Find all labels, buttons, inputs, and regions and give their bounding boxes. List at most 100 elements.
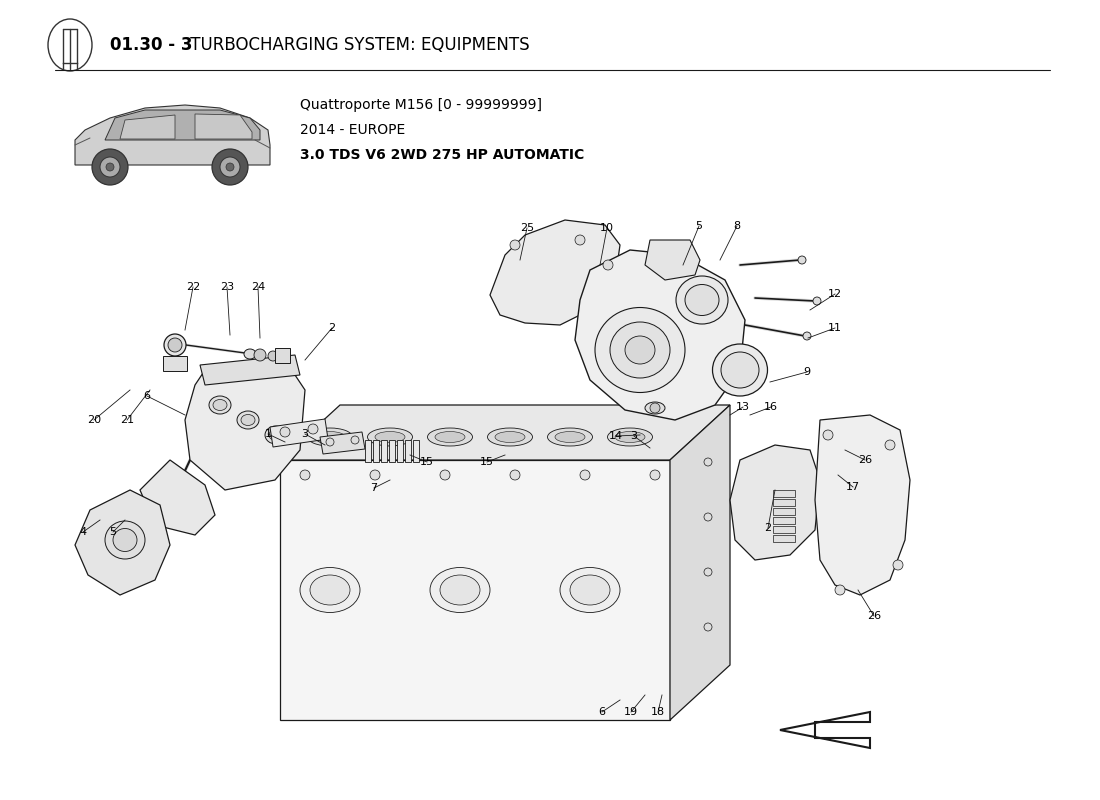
Text: 17: 17: [846, 482, 860, 492]
Ellipse shape: [556, 431, 585, 442]
Polygon shape: [200, 355, 300, 385]
Circle shape: [813, 297, 821, 305]
Ellipse shape: [428, 428, 473, 446]
Circle shape: [603, 260, 613, 270]
Circle shape: [704, 458, 712, 466]
Circle shape: [92, 149, 128, 185]
Polygon shape: [381, 440, 387, 462]
Polygon shape: [773, 508, 795, 515]
Ellipse shape: [560, 567, 620, 613]
Circle shape: [886, 440, 895, 450]
Circle shape: [220, 157, 240, 177]
Text: 1: 1: [264, 429, 272, 439]
Circle shape: [575, 235, 585, 245]
Circle shape: [650, 470, 660, 480]
Polygon shape: [75, 105, 270, 165]
Ellipse shape: [244, 349, 256, 359]
Ellipse shape: [548, 428, 593, 446]
Circle shape: [704, 568, 712, 576]
Ellipse shape: [595, 307, 685, 393]
Polygon shape: [365, 440, 371, 462]
Ellipse shape: [310, 575, 350, 605]
Circle shape: [280, 427, 290, 437]
Circle shape: [226, 163, 234, 171]
Circle shape: [100, 157, 120, 177]
Text: 3: 3: [301, 429, 308, 439]
Text: 2014 - EUROPE: 2014 - EUROPE: [300, 123, 405, 137]
Ellipse shape: [495, 431, 525, 442]
Polygon shape: [195, 114, 252, 139]
Polygon shape: [397, 440, 403, 462]
Polygon shape: [373, 440, 380, 462]
Text: 12: 12: [828, 289, 843, 299]
Ellipse shape: [113, 529, 138, 551]
Text: 15: 15: [420, 457, 434, 467]
Circle shape: [254, 349, 266, 361]
Polygon shape: [140, 460, 214, 535]
Circle shape: [803, 332, 811, 340]
Ellipse shape: [265, 426, 287, 444]
Ellipse shape: [213, 399, 227, 410]
Ellipse shape: [209, 396, 231, 414]
Ellipse shape: [570, 575, 611, 605]
Ellipse shape: [241, 414, 255, 426]
Text: 11: 11: [828, 323, 842, 333]
Text: 15: 15: [480, 457, 494, 467]
Polygon shape: [280, 405, 730, 460]
Text: 8: 8: [734, 221, 740, 231]
Circle shape: [106, 163, 114, 171]
Polygon shape: [389, 440, 395, 462]
Text: 21: 21: [120, 415, 134, 425]
Circle shape: [835, 585, 845, 595]
Ellipse shape: [164, 334, 186, 356]
Text: TURBOCHARGING SYSTEM: EQUIPMENTS: TURBOCHARGING SYSTEM: EQUIPMENTS: [185, 36, 529, 54]
Circle shape: [168, 338, 182, 352]
Text: 6: 6: [598, 707, 605, 717]
Text: 01.30 - 3: 01.30 - 3: [110, 36, 192, 54]
Circle shape: [440, 470, 450, 480]
Polygon shape: [75, 490, 170, 595]
Circle shape: [370, 470, 379, 480]
Polygon shape: [104, 110, 260, 140]
Polygon shape: [773, 499, 795, 506]
Polygon shape: [773, 526, 795, 533]
Ellipse shape: [685, 285, 719, 315]
Circle shape: [351, 436, 359, 444]
Polygon shape: [773, 490, 795, 497]
Text: Quattroporte M156 [0 - 99999999]: Quattroporte M156 [0 - 99999999]: [300, 98, 542, 112]
Text: 6: 6: [143, 391, 151, 401]
Polygon shape: [163, 356, 187, 371]
Ellipse shape: [270, 430, 283, 441]
Ellipse shape: [487, 428, 532, 446]
Circle shape: [580, 470, 590, 480]
Ellipse shape: [430, 567, 490, 613]
Circle shape: [510, 240, 520, 250]
Text: 2: 2: [329, 323, 336, 333]
Ellipse shape: [367, 428, 412, 446]
Text: 2: 2: [764, 523, 771, 533]
Circle shape: [326, 438, 334, 446]
Text: 9: 9: [803, 367, 811, 377]
Text: 13: 13: [736, 402, 750, 412]
Circle shape: [650, 403, 660, 413]
Polygon shape: [773, 535, 795, 542]
Text: 24: 24: [251, 282, 265, 292]
Polygon shape: [280, 460, 670, 720]
Text: 5: 5: [695, 221, 703, 231]
Text: 3: 3: [630, 431, 638, 441]
Polygon shape: [773, 517, 795, 524]
Ellipse shape: [236, 411, 258, 429]
Ellipse shape: [720, 352, 759, 388]
Polygon shape: [320, 432, 365, 454]
Polygon shape: [645, 240, 700, 280]
Polygon shape: [412, 440, 419, 462]
Polygon shape: [815, 415, 910, 595]
Ellipse shape: [607, 428, 652, 446]
Text: 20: 20: [87, 415, 101, 425]
Circle shape: [704, 513, 712, 521]
Circle shape: [510, 470, 520, 480]
Polygon shape: [575, 250, 745, 420]
Text: 19: 19: [624, 707, 638, 717]
Circle shape: [893, 560, 903, 570]
Ellipse shape: [676, 276, 728, 324]
